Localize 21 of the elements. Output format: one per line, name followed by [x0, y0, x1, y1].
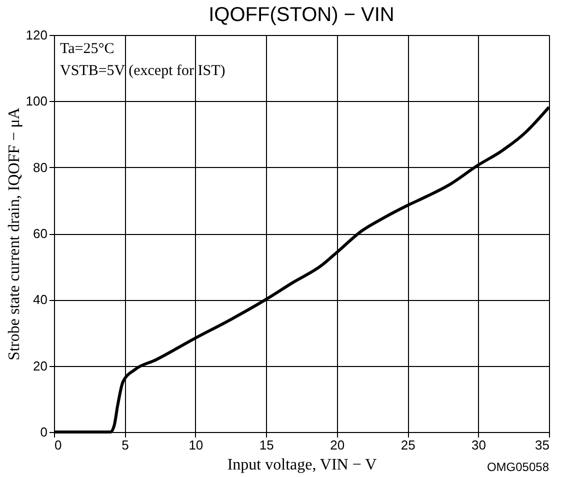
x-tick-label: 10: [188, 438, 204, 452]
y-tick-label: 20: [33, 358, 48, 374]
x-tick-label: 15: [259, 438, 274, 452]
y-tick-label: 100: [26, 94, 48, 109]
x-tick-label: 35: [535, 438, 550, 452]
chart-title: IQOFF(STON) − VIN: [208, 4, 394, 26]
y-tick-label: 120: [26, 28, 48, 42]
x-tick-label: 20: [330, 438, 345, 452]
y-axis-title: Strobe state current drain, IQOFF − μA: [6, 107, 23, 360]
x-tick-label: 30: [472, 438, 486, 452]
y-tick-label: 40: [33, 292, 48, 308]
y-tick-label: 80: [33, 160, 48, 175]
y-tick-label: 0: [40, 424, 48, 440]
text: OMG05058: [486, 460, 550, 474]
x-tick-label: 25: [400, 438, 416, 452]
x-tick-label: 5: [122, 438, 129, 452]
annotation: VSTB=5V (except for IST): [60, 63, 226, 79]
y-tick-label: 60: [33, 226, 48, 241]
x-tick-label: 0: [54, 438, 62, 452]
annotation: Ta=25°C: [60, 41, 114, 57]
x-axis-title: Input voltage, VIN − V: [227, 456, 378, 474]
